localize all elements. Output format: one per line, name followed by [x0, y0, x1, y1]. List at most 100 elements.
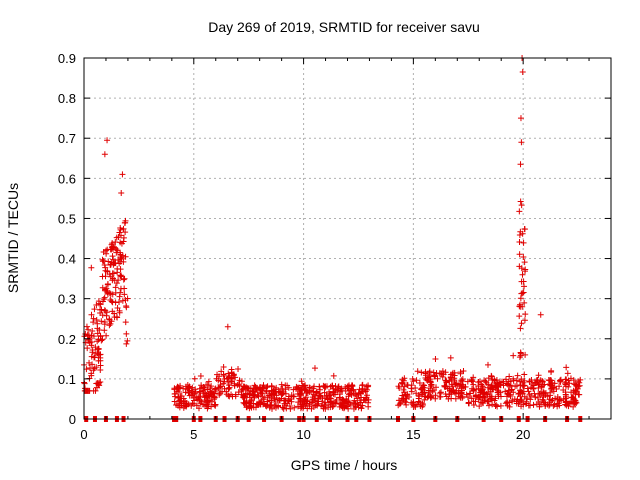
data-point — [561, 380, 568, 387]
data-point — [345, 382, 352, 389]
data-point — [395, 402, 402, 409]
data-point — [494, 403, 501, 410]
data-point — [89, 328, 96, 335]
data-point — [116, 260, 123, 267]
data-point — [109, 275, 116, 282]
data-point — [103, 312, 110, 319]
data-point — [285, 397, 292, 404]
data-point — [89, 346, 96, 353]
data-point — [497, 393, 504, 400]
data-point — [460, 368, 467, 375]
data-point — [121, 285, 128, 292]
data-point — [258, 397, 265, 404]
data-point — [112, 289, 119, 296]
data-point — [504, 391, 511, 398]
data-point — [232, 374, 239, 381]
data-point — [415, 398, 422, 405]
data-point — [108, 259, 115, 266]
data-point — [114, 269, 121, 276]
data-point — [308, 388, 315, 395]
data-point — [516, 303, 523, 310]
data-point — [539, 396, 546, 403]
data-point — [516, 239, 523, 246]
data-point — [551, 380, 558, 387]
data-point — [517, 115, 524, 122]
data-point — [95, 351, 102, 358]
data-point — [113, 234, 120, 241]
data-point — [358, 399, 365, 406]
data-point — [185, 384, 192, 391]
data-point — [517, 198, 524, 205]
data-point — [97, 362, 104, 369]
data-point — [101, 151, 108, 158]
data-point — [81, 380, 88, 387]
data-point — [119, 171, 126, 178]
data-point — [217, 378, 224, 385]
data-point — [518, 320, 525, 327]
data-point — [459, 387, 466, 394]
data-point — [563, 364, 570, 371]
data-point — [201, 390, 208, 397]
data-point — [567, 375, 574, 382]
data-point — [551, 401, 558, 408]
data-point — [519, 69, 526, 76]
data-point — [433, 370, 440, 377]
data-point — [518, 376, 525, 383]
data-point — [469, 378, 476, 385]
data-point — [234, 381, 241, 388]
data-point — [541, 381, 548, 388]
data-point — [278, 381, 285, 388]
data-point — [522, 266, 529, 273]
data-point — [470, 388, 477, 395]
data-point — [280, 389, 287, 396]
data-point — [308, 399, 315, 406]
data-point — [544, 393, 551, 400]
data-point — [93, 302, 100, 309]
data-point — [517, 161, 524, 168]
data-point — [448, 388, 455, 395]
data-point — [522, 311, 529, 318]
data-point — [510, 389, 517, 396]
data-point — [225, 386, 232, 393]
data-point — [459, 378, 466, 385]
data-point — [116, 309, 123, 316]
data-point — [454, 382, 461, 389]
data-point — [311, 383, 318, 390]
data-point — [197, 400, 204, 407]
data-point — [104, 137, 111, 144]
data-point — [335, 383, 342, 390]
data-point — [432, 372, 439, 379]
data-point — [451, 369, 458, 376]
data-point — [248, 396, 255, 403]
data-point — [349, 382, 356, 389]
data-point — [364, 386, 371, 393]
data-point — [505, 391, 512, 398]
data-point — [298, 378, 305, 385]
data-point — [548, 385, 555, 392]
x-axis-label: GPS time / hours — [291, 457, 398, 473]
data-point — [99, 298, 106, 305]
data-point — [556, 383, 563, 390]
data-point — [124, 337, 131, 344]
data-point — [106, 322, 113, 329]
axis-ticks: 0 0.1 0.2 0.3 0.4 0.5 0.6 0.7 0.8 0.9 0 5 10 15 20 — [58, 51, 611, 442]
data-point — [112, 299, 119, 306]
data-point — [263, 388, 270, 395]
data-point — [113, 280, 120, 287]
data-point — [290, 386, 297, 393]
data-point — [120, 238, 127, 245]
data-point — [554, 396, 561, 403]
data-point — [536, 401, 543, 408]
data-point — [171, 386, 178, 393]
data-point — [316, 390, 323, 397]
data-point — [516, 354, 523, 361]
data-point — [430, 369, 437, 376]
data-point — [235, 365, 242, 372]
y-tick-label: 0.7 — [58, 131, 76, 146]
data-point — [216, 391, 223, 398]
data-point — [345, 393, 352, 400]
data-point — [540, 388, 547, 395]
x-tick-label: 10 — [296, 427, 310, 442]
data-point — [352, 390, 359, 397]
data-point — [118, 190, 125, 197]
